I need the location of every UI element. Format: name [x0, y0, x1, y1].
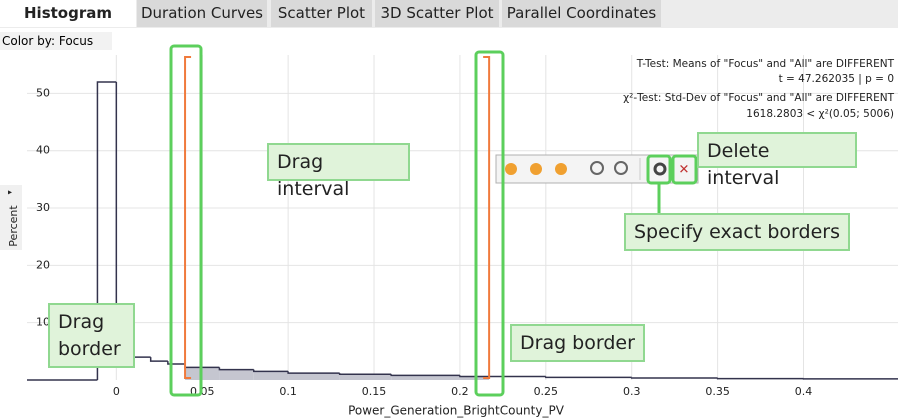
- histogram-step: [218, 367, 254, 371]
- annotation: Delete interval: [697, 132, 857, 189]
- x-tick-label: 0.35: [705, 385, 730, 398]
- histogram-step: [545, 376, 632, 379]
- tab[interactable]: Parallel Coordinates: [502, 0, 661, 27]
- x-axis-label: Power_Generation_BrightCounty_PV: [348, 404, 565, 418]
- histogram-step: [287, 371, 340, 374]
- annotation: Drag border: [48, 303, 135, 368]
- focus-bar: [339, 374, 392, 380]
- histogram-step: [630, 377, 718, 379]
- x-tick-label: 0: [113, 385, 120, 398]
- y-tick-label: 10: [36, 316, 50, 329]
- add-button[interactable]: [505, 163, 517, 175]
- annotation: Drag interval: [267, 143, 410, 200]
- focus-bar: [219, 369, 254, 380]
- y-axis-label: Percent: [7, 205, 20, 247]
- highlight: [169, 44, 203, 397]
- histogram-step: [459, 375, 546, 378]
- stat-text: χ²-Test: Std-Dev of "Focus" and "All" ar…: [623, 92, 894, 104]
- focus-bar: [253, 371, 289, 380]
- focus-bar: [391, 375, 460, 380]
- side-arrow[interactable]: ▸: [8, 188, 12, 197]
- tab[interactable]: Scatter Plot: [271, 0, 372, 27]
- histogram-step: [167, 361, 186, 365]
- back-button[interactable]: [555, 163, 567, 175]
- tab-label: Histogram: [24, 4, 112, 22]
- highlight: [671, 154, 698, 185]
- side-strip: [0, 185, 22, 250]
- focus-bar: [288, 373, 340, 380]
- x-tick-label: 0.4: [795, 385, 813, 398]
- tab[interactable]: 3D Scatter Plot: [375, 0, 499, 27]
- histogram-step: [149, 357, 168, 362]
- histogram-step: [96, 81, 117, 380]
- delete-button[interactable]: ✕: [679, 163, 690, 178]
- remove-button[interactable]: [530, 163, 542, 175]
- y-tick-label: 30: [36, 201, 50, 214]
- y-tick-label: 20: [36, 258, 50, 271]
- histogram-step: [716, 377, 804, 380]
- x-tick-label: 0.3: [623, 385, 641, 398]
- zoom-in-button[interactable]: [614, 161, 628, 175]
- histogram-step: [338, 373, 392, 376]
- zoom-out-button[interactable]: [590, 161, 604, 175]
- x-tick-label: 0.2: [451, 385, 469, 398]
- stat-text: 1618.2803 < χ²(0.05; 5006): [746, 108, 894, 120]
- histogram-step: [253, 369, 289, 373]
- y-tick-label: 50: [36, 86, 50, 99]
- stat-text: T-Test: Means of "Focus" and "All" are D…: [636, 58, 895, 70]
- stat-text: t = 47.262035 | p = 0: [779, 73, 894, 85]
- interval-border: [483, 56, 491, 379]
- x-tick-label: 0.25: [534, 385, 559, 398]
- tab[interactable]: Histogram: [0, 0, 136, 27]
- highlight: [474, 50, 505, 397]
- histogram-step: [390, 374, 460, 377]
- annotation: Specify exact borders: [624, 213, 850, 251]
- interval-toolbar: ✕: [495, 154, 699, 184]
- y-tick-label: 40: [36, 144, 50, 157]
- color-by-dropdown[interactable]: Color by: Focus: [0, 32, 112, 50]
- annotation: Drag border: [510, 324, 645, 362]
- x-tick-label: 0.1: [279, 385, 297, 398]
- settings-button[interactable]: [653, 162, 667, 176]
- x-tick-label: 0.15: [362, 385, 387, 398]
- tab[interactable]: Duration Curves: [137, 0, 267, 27]
- interval-border: [184, 56, 192, 379]
